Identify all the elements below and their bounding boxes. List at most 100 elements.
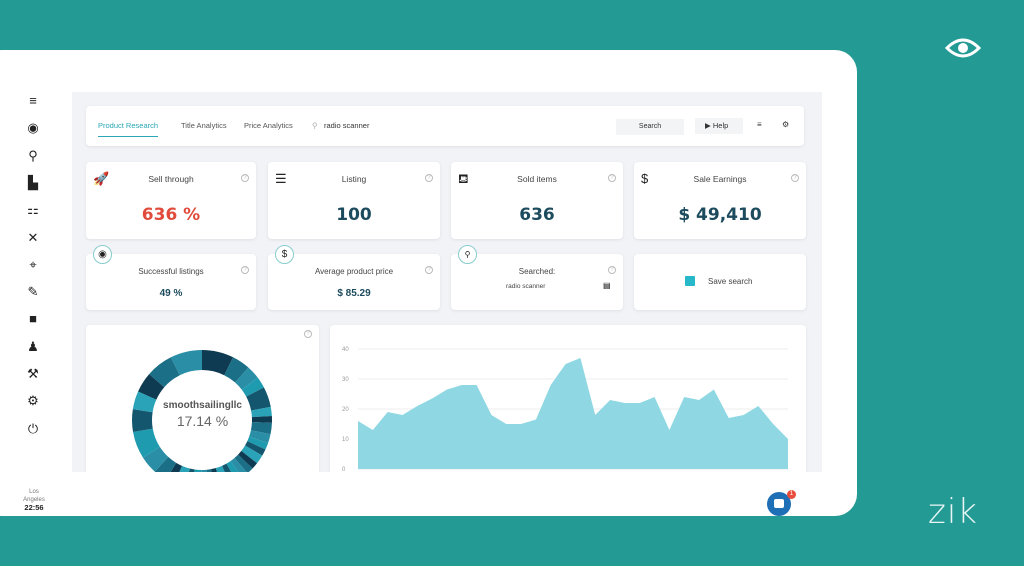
- donut-slice[interactable]: [226, 461, 242, 472]
- donut-slice[interactable]: [230, 458, 248, 472]
- tab-product-research[interactable]: Product Research: [98, 121, 159, 137]
- data-point[interactable]: [594, 414, 597, 417]
- data-point[interactable]: [416, 405, 419, 408]
- donut-slice[interactable]: [235, 367, 258, 390]
- help-icon[interactable]: ?: [425, 174, 433, 182]
- medal-icon: ◉: [93, 245, 112, 264]
- donut-slice[interactable]: [132, 409, 153, 433]
- donut-slice[interactable]: [142, 446, 169, 472]
- sitemap-icon[interactable]: ⚏: [27, 202, 39, 218]
- data-point[interactable]: [609, 399, 612, 402]
- power-icon[interactable]: ⏻: [27, 420, 39, 436]
- list-view-icon[interactable]: ≡: [757, 120, 762, 129]
- tab-price-analytics[interactable]: Price Analytics: [244, 121, 293, 130]
- search-zoom-icon[interactable]: ⚲: [28, 147, 38, 163]
- data-point[interactable]: [638, 402, 641, 405]
- bar-chart-icon[interactable]: ▤: [603, 281, 611, 290]
- donut-slice[interactable]: [249, 430, 271, 444]
- crosshair-icon[interactable]: ⌖: [29, 256, 37, 272]
- data-point[interactable]: [772, 423, 775, 426]
- donut-slice[interactable]: [201, 469, 208, 472]
- help-icon[interactable]: ?: [241, 266, 249, 274]
- help-icon[interactable]: ?: [241, 174, 249, 182]
- data-point[interactable]: [549, 384, 552, 387]
- help-button[interactable]: ▶ Help: [695, 118, 743, 134]
- donut-slice[interactable]: [206, 469, 214, 472]
- help-icon[interactable]: ?: [608, 266, 616, 274]
- donut-slice[interactable]: [202, 350, 234, 376]
- y-tick-label: 0: [342, 467, 346, 472]
- donut-slice[interactable]: [149, 357, 180, 388]
- data-point[interactable]: [579, 357, 582, 360]
- donut-slice[interactable]: [166, 462, 183, 472]
- data-point[interactable]: [668, 429, 671, 432]
- donut-slice[interactable]: [138, 374, 165, 400]
- donut-slice[interactable]: [192, 469, 202, 472]
- save-icon: [685, 276, 695, 286]
- eye-icon[interactable]: ◉: [27, 120, 39, 136]
- help-icon[interactable]: ?: [608, 174, 616, 182]
- data-point[interactable]: [653, 396, 656, 399]
- data-point[interactable]: [490, 414, 493, 417]
- data-point[interactable]: [445, 388, 448, 391]
- donut-slice[interactable]: [251, 406, 272, 418]
- donut-slice[interactable]: [224, 357, 249, 383]
- save-search-button[interactable]: Save search: [634, 254, 806, 310]
- donut-slice[interactable]: [174, 465, 190, 472]
- data-point[interactable]: [623, 402, 626, 405]
- user-tie-icon[interactable]: ♟: [27, 338, 39, 354]
- donut-slice[interactable]: [241, 445, 263, 464]
- gear-icon[interactable]: ⚙: [27, 393, 39, 409]
- donut-slice[interactable]: [250, 422, 272, 435]
- donut-slice[interactable]: [245, 441, 266, 456]
- donut-slice[interactable]: [241, 377, 264, 397]
- donut-slice[interactable]: [247, 436, 269, 450]
- data-point[interactable]: [534, 418, 537, 421]
- data-point[interactable]: [357, 420, 360, 423]
- settings-icon[interactable]: ⚙: [782, 120, 790, 129]
- data-point[interactable]: [742, 414, 745, 417]
- data-point[interactable]: [475, 384, 478, 387]
- data-point[interactable]: [431, 397, 434, 400]
- app-window: Los Angeles 22:56 ≡ ◉ ⚲ ▙ ⚏ ✕ ⌖ ✎ ■ ♟ ⚒ ⚙ ⏻ Product R…: [0, 50, 857, 516]
- donut-slice[interactable]: [234, 454, 253, 472]
- donut-slice[interactable]: [133, 428, 160, 458]
- user-edit-icon[interactable]: ✎: [27, 284, 39, 300]
- data-point[interactable]: [787, 438, 790, 441]
- donut-slice[interactable]: [210, 468, 221, 472]
- donut-slice[interactable]: [221, 463, 236, 472]
- data-point[interactable]: [757, 405, 760, 408]
- help-icon[interactable]: ?: [791, 174, 799, 182]
- donut-slice[interactable]: [246, 387, 271, 411]
- donut-slice[interactable]: [251, 415, 272, 423]
- help-icon[interactable]: ?: [304, 330, 312, 338]
- donut-slice[interactable]: [185, 468, 195, 472]
- search-button[interactable]: Search: [616, 119, 684, 135]
- data-point[interactable]: [712, 388, 715, 391]
- tab-title-analytics[interactable]: Title Analytics: [181, 121, 227, 130]
- menu-icon[interactable]: ≡: [29, 93, 37, 108]
- donut-chart: [132, 350, 272, 472]
- data-point[interactable]: [564, 363, 567, 366]
- donut-slice[interactable]: [215, 465, 230, 472]
- data-point[interactable]: [371, 429, 374, 432]
- donut-slice[interactable]: [170, 350, 202, 376]
- help-icon[interactable]: ?: [425, 266, 433, 274]
- search-input[interactable]: radio scanner: [324, 121, 370, 130]
- tools-icon[interactable]: ✕: [27, 229, 39, 245]
- data-point[interactable]: [460, 384, 463, 387]
- data-point[interactable]: [505, 423, 508, 426]
- donut-slice[interactable]: [238, 450, 258, 469]
- data-point[interactable]: [727, 417, 730, 420]
- wrench-icon[interactable]: ⚒: [27, 366, 39, 381]
- data-point[interactable]: [401, 414, 404, 417]
- store-icon[interactable]: ▙: [28, 174, 38, 190]
- donut-slice[interactable]: [154, 456, 177, 472]
- data-point[interactable]: [683, 396, 686, 399]
- stat-title: Sell through: [148, 174, 194, 184]
- folder-icon[interactable]: ■: [29, 311, 37, 327]
- data-point[interactable]: [520, 423, 523, 426]
- data-point[interactable]: [386, 411, 389, 414]
- data-point[interactable]: [698, 399, 701, 402]
- donut-slice[interactable]: [132, 391, 157, 413]
